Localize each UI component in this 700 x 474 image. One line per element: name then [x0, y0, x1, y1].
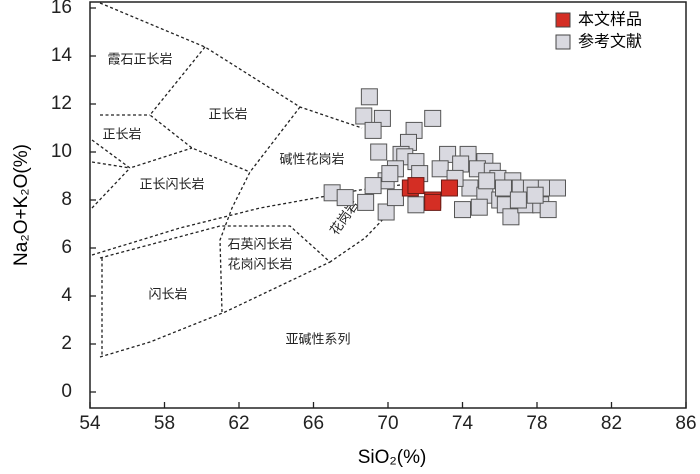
y-tick-label: 16 — [51, 0, 72, 18]
field-label: 正长岩 — [102, 128, 141, 143]
x-tick-label: 78 — [526, 413, 547, 434]
point — [336, 189, 354, 207]
point — [364, 121, 382, 139]
point — [407, 177, 425, 195]
field-label: 花岗闪长岩 — [227, 257, 292, 273]
y-tick-label: 12 — [51, 93, 72, 114]
point — [548, 179, 566, 197]
point — [454, 201, 471, 219]
y-tick-label: 8 — [61, 189, 72, 210]
point — [470, 198, 488, 216]
x-tick-label: 54 — [79, 413, 101, 434]
legend-swatch — [555, 34, 571, 50]
field-label: 碱性花岗岩 — [279, 152, 344, 168]
y-tick-label: 2 — [61, 333, 72, 354]
point — [360, 88, 378, 106]
y-tick-label: 4 — [61, 285, 72, 306]
point — [364, 177, 382, 195]
point — [377, 203, 395, 221]
x-tick-label: 58 — [154, 413, 175, 434]
point — [386, 189, 404, 207]
point — [355, 107, 373, 125]
point — [502, 208, 520, 226]
point — [539, 201, 557, 219]
point — [357, 193, 375, 211]
point — [424, 193, 442, 211]
field-label: 正长闪长岩 — [139, 178, 204, 193]
point — [370, 143, 388, 161]
legend-swatch — [555, 12, 571, 28]
point — [381, 165, 399, 183]
field-label: 亚碱性系列 — [285, 333, 350, 348]
point — [526, 186, 544, 204]
x-axis-label: SiO₂(%) — [358, 447, 427, 468]
point — [424, 109, 442, 127]
point — [509, 191, 527, 209]
x-tick-label: 70 — [377, 413, 398, 434]
y-tick-label: 10 — [51, 141, 72, 162]
y-tick-label: 0 — [61, 381, 72, 402]
x-tick-label: 62 — [228, 413, 249, 434]
x-tick-label: 86 — [675, 413, 696, 434]
point — [431, 160, 449, 178]
field-label: 正长岩 — [208, 108, 247, 123]
point — [452, 155, 470, 173]
x-tick-label: 82 — [601, 413, 622, 434]
point — [407, 196, 425, 214]
point — [478, 172, 496, 190]
field-label: 石英闪长岩 — [227, 238, 292, 253]
field-label: 闪长岩 — [148, 288, 187, 303]
point — [494, 179, 512, 197]
point — [440, 179, 458, 197]
y-tick-label: 6 — [61, 237, 72, 258]
point — [461, 179, 479, 197]
x-tick-label: 74 — [452, 413, 474, 434]
y-tick-label: 14 — [51, 45, 73, 66]
legend-label: 参考文献 — [578, 32, 642, 51]
x-tick-label: 66 — [303, 413, 324, 434]
legend-label: 本文样品 — [578, 10, 642, 29]
y-axis-label: Na₂O+K₂O(%) — [11, 144, 32, 266]
field-label: 霞石正长岩 — [107, 53, 172, 68]
